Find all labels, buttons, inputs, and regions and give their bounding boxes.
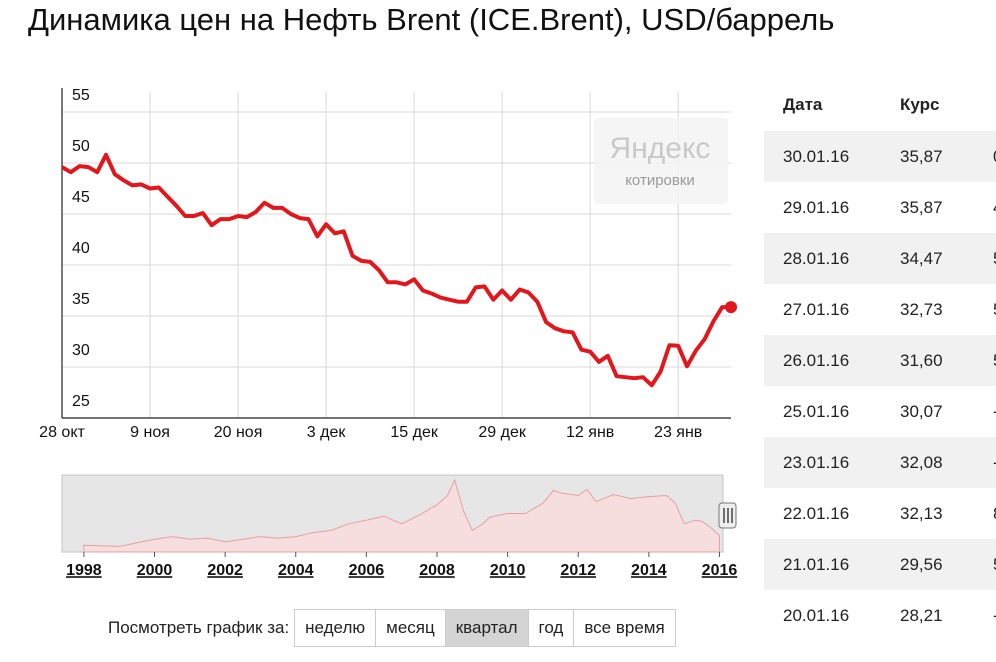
table-cell: 32,08 (900, 453, 943, 472)
table-cell: 30,07 (900, 402, 943, 421)
last-point (725, 301, 737, 314)
table-cell: -0 (993, 437, 996, 488)
watermark-box (594, 118, 728, 204)
watermark-logo: Яндекс (610, 132, 711, 165)
table-row: 28.01.16 34,47 5 (764, 233, 996, 284)
table-cell: 29.01.16 (783, 198, 850, 217)
table-cell: 5 (993, 539, 996, 590)
table-row: 27.01.16 32,73 5 (764, 284, 996, 335)
table-cell: 28,21 (900, 606, 943, 625)
watermark-sub: котировки (625, 172, 695, 189)
x-tick-label: 12 янв (566, 424, 614, 441)
table-cell: 31,60 (900, 351, 943, 370)
period-button[interactable]: год (527, 609, 575, 647)
y-tick-label: 45 (72, 189, 90, 206)
price-line (60, 152, 731, 388)
table-cell: 32,73 (900, 300, 943, 319)
table-row: 30.01.16 35,87 0 (764, 131, 996, 182)
x-tick-label: 20 ноя (214, 424, 263, 441)
table-cell: 34,47 (900, 249, 943, 268)
table-cell: 27.01.16 (783, 300, 850, 319)
x-tick-label: 2004 (278, 562, 314, 579)
y-tick-label: 55 (72, 87, 90, 104)
x-tick-label: 1998 (66, 562, 102, 579)
x-tick-label: 2000 (137, 562, 173, 579)
x-tick-label: 23 янв (654, 424, 702, 441)
table-cell: 30.01.16 (783, 147, 850, 166)
y-tick-label: 25 (72, 393, 90, 410)
x-tick-label: 2016 (702, 562, 738, 579)
header-cell: Дата (783, 95, 823, 114)
page-title: Динамика цен на Нефть Brent (ICE.Brent),… (28, 2, 835, 37)
table-cell: -2 (993, 590, 996, 641)
quotes-table: ДатаКурс30.01.1635,87029.01.1635,87428.0… (764, 80, 996, 641)
table-cell: 29,56 (900, 555, 943, 574)
header-cell: Курс (900, 95, 940, 114)
table-cell: 20.01.16 (783, 606, 850, 625)
y-tick-label: 40 (72, 240, 90, 257)
table-cell: 23.01.16 (783, 453, 850, 472)
x-tick-label: 3 дек (307, 424, 347, 441)
table-row: 21.01.16 29,56 5 (764, 539, 996, 590)
table-cell: 0 (993, 131, 996, 182)
table-row: 29.01.16 35,87 4 (764, 182, 996, 233)
table-cell: 4 (993, 182, 996, 233)
table-cell: 28.01.16 (783, 249, 850, 268)
x-tick-label: 29 дек (478, 424, 526, 441)
period-button[interactable]: месяц (375, 609, 446, 647)
table-cell: 21.01.16 (783, 555, 850, 574)
x-tick-label: 2012 (560, 562, 596, 579)
x-tick-label: 2006 (349, 562, 385, 579)
x-tick-label: 15 дек (390, 424, 438, 441)
table-cell: 22.01.16 (783, 504, 850, 523)
x-tick-label: 2014 (631, 562, 667, 579)
table-row: 22.01.16 32,13 8 (764, 488, 996, 539)
table-cell: -6 (993, 386, 996, 437)
table-cell: 32,13 (900, 504, 943, 523)
x-tick-label: 2010 (490, 562, 526, 579)
period-button[interactable]: квартал (444, 609, 529, 647)
table-row: 20.01.16 28,21 -2 (764, 590, 996, 641)
table-cell: 8 (993, 488, 996, 539)
chart: 25 30 35 40 45 50 55 28 окт 9 ноя 20 ноя 3 дек 15 д… (39, 87, 738, 579)
x-tick-label: 2002 (207, 562, 243, 579)
table-cell: 35,87 (900, 198, 943, 217)
table-cell: 5 (993, 233, 996, 284)
table-cell: 5 (993, 335, 996, 386)
table-header: Дата Курс (764, 80, 996, 131)
x-tick-label: 9 ноя (130, 424, 170, 441)
controls-label: Посмотреть график за: (108, 618, 290, 637)
table-cell: 35,87 (900, 147, 943, 166)
period-button[interactable]: все время (573, 609, 676, 647)
navigator-area (83, 478, 720, 553)
x-tick-label: 2008 (419, 562, 455, 579)
period-controls: Посмотреть график за: неделю месяц квартал г… (108, 609, 676, 647)
x-tick-label: 28 окт (39, 424, 85, 441)
y-tick-label: 50 (72, 138, 90, 155)
table-cell: 5 (993, 284, 996, 335)
table-row: 25.01.16 30,07 -6 (764, 386, 996, 437)
table-cell: 25.01.16 (783, 402, 850, 421)
period-button[interactable]: неделю (294, 609, 377, 647)
table-row: 23.01.16 32,08 -0 (764, 437, 996, 488)
y-tick-label: 30 (72, 342, 90, 359)
table-cell: 26.01.16 (783, 351, 850, 370)
table-row: 26.01.16 31,60 5 (764, 335, 996, 386)
y-tick-label: 35 (72, 291, 90, 308)
